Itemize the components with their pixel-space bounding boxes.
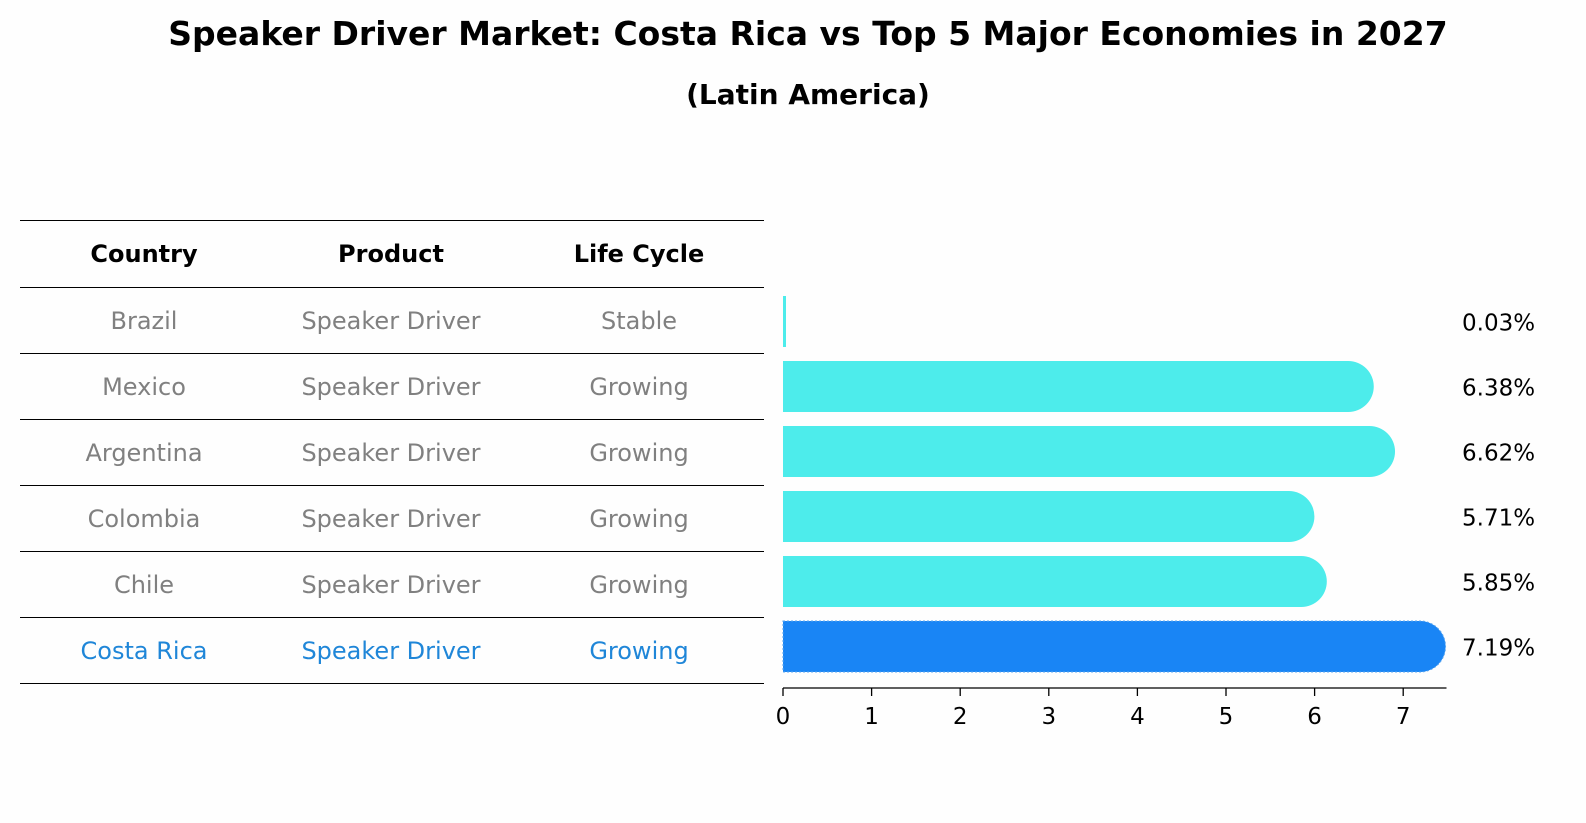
x-tick-label: 1 [864, 704, 879, 730]
cell-life-cycle: Stable [600, 306, 678, 335]
x-tick-label: 2 [953, 704, 968, 730]
header-product: Product [338, 240, 444, 268]
table-row: Brazil Speaker Driver Stable [20, 287, 764, 353]
bar-mexico [783, 361, 1374, 412]
header-life-cycle: Life Cycle [573, 240, 705, 268]
bar-costa-rica [782, 620, 1447, 673]
table-row-highlight: Costa Rica Speaker Driver Growing [20, 617, 764, 684]
data-label-chile: 5.85% [1462, 571, 1535, 597]
table-row: Mexico Speaker Driver Growing [20, 353, 764, 419]
cell-product: Speaker Driver [301, 438, 481, 467]
cell-country: Chile [113, 570, 175, 599]
cell-product: Speaker Driver [301, 306, 481, 335]
cell-product: Speaker Driver [301, 372, 481, 401]
x-tick-label: 0 [776, 704, 791, 730]
data-label-brazil: 0.03% [1462, 311, 1535, 337]
chart-title: Speaker Driver Market: Costa Rica vs Top… [168, 14, 1448, 53]
table-row: Colombia Speaker Driver Growing [20, 485, 764, 551]
bar-colombia [783, 491, 1315, 542]
cell-life-cycle: Growing [589, 570, 689, 599]
header-country: Country [90, 240, 198, 268]
cell-country: Costa Rica [80, 636, 208, 665]
cell-life-cycle: Growing [589, 372, 689, 401]
cell-life-cycle: Growing [589, 504, 689, 533]
x-tick-label: 3 [1041, 704, 1056, 730]
x-tick-label: 7 [1396, 704, 1411, 730]
data-label-mexico: 6.38% [1462, 376, 1535, 402]
data-label-costa-rica: 7.19% [1462, 636, 1535, 662]
cell-product: Speaker Driver [301, 636, 481, 665]
data-label-colombia: 5.71% [1462, 506, 1535, 532]
bar-chile [783, 556, 1327, 607]
bar-argentina [783, 426, 1396, 477]
cell-country: Brazil [110, 306, 178, 335]
cell-life-cycle: Growing [589, 636, 689, 665]
data-label-argentina: 6.62% [1462, 441, 1535, 467]
x-tick-label: 6 [1307, 704, 1322, 730]
table-row: Argentina Speaker Driver Growing [20, 419, 764, 485]
cell-country: Argentina [85, 438, 203, 467]
cell-product: Speaker Driver [301, 570, 481, 599]
chart-subtitle: (Latin America) [686, 78, 930, 111]
cell-life-cycle: Growing [589, 438, 689, 467]
cell-country: Colombia [87, 504, 201, 533]
cell-product: Speaker Driver [301, 504, 481, 533]
data-table: Country Product Life Cycle Brazil Speake… [20, 220, 764, 684]
x-tick-label: 5 [1219, 704, 1234, 730]
x-tick-label: 4 [1130, 704, 1145, 730]
cell-country: Mexico [102, 372, 186, 401]
table-row: Chile Speaker Driver Growing [20, 551, 764, 617]
bar-brazil [783, 296, 786, 347]
table-header-row: Country Product Life Cycle [20, 220, 764, 287]
